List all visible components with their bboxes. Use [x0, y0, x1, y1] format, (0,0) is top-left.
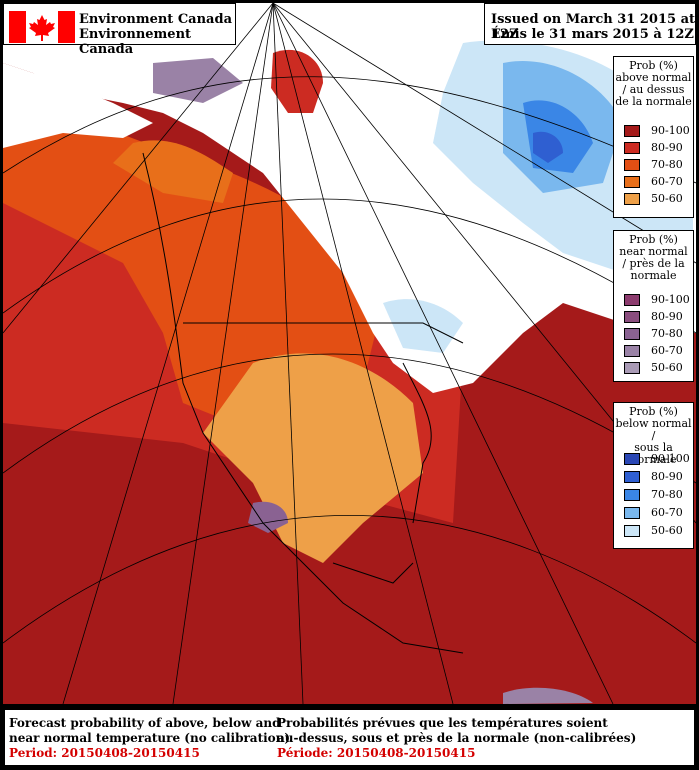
brand-french: Environnement Canada — [79, 27, 192, 57]
caption-english-line1: Forecast probability of above, below and — [9, 716, 281, 730]
issued-english: Issued on March 31 2015 at 12Z — [491, 12, 696, 42]
caption-box: Forecast probability of above, below and… — [3, 708, 696, 767]
above-60-region — [113, 140, 233, 203]
neutral-region-west — [3, 63, 153, 148]
caption-english-line2: near normal temperature (no calibration) — [9, 731, 291, 745]
near-normal-region-mexico — [248, 501, 288, 533]
issued-box: Issued on March 31 2015 at 12Z Émis le 3… — [484, 3, 696, 45]
below-80-region — [533, 131, 563, 163]
near-normal-region-north — [153, 58, 243, 103]
probability-map — [3, 3, 696, 704]
issued-french: Émis le 31 mars 2015 à 12Z — [491, 27, 694, 42]
canada-flag-icon — [9, 11, 75, 43]
legend-below-title: Prob (%) below normal / sous la normale — [615, 405, 692, 466]
brand-english: Environment Canada — [79, 12, 232, 27]
below-50-region-lakes — [383, 299, 463, 353]
legend-near-normal: Prob (%) near normal / près de la normale 9… — [613, 230, 694, 382]
near-normal-region-south — [503, 687, 593, 704]
coastlines — [142, 152, 464, 654]
legend-above-title: Prob (%) above normal / au dessus de la nor… — [615, 59, 692, 108]
period-french: Période: 20150408-20150415 — [277, 746, 476, 760]
above-80-region-arctic — [271, 49, 323, 113]
legend-near-title: Prob (%) near normal / près de la normale — [619, 233, 688, 282]
caption-french-line1: Probabilités prévues que les température… — [277, 716, 608, 730]
period-english: Period: 20150408-20150415 — [9, 746, 200, 760]
caption-french-line2: au-dessus, sous et près de la normale (n… — [277, 731, 637, 745]
legend-below-normal: Prob (%) below normal / sous la normale 90… — [613, 402, 694, 549]
brand-box: Environment Canada Environnement Canada — [3, 3, 236, 57]
above-50-region — [203, 353, 423, 563]
graticule — [3, 3, 696, 704]
legend-above-normal: Prob (%) above normal / au dessus de la nor… — [613, 56, 694, 218]
